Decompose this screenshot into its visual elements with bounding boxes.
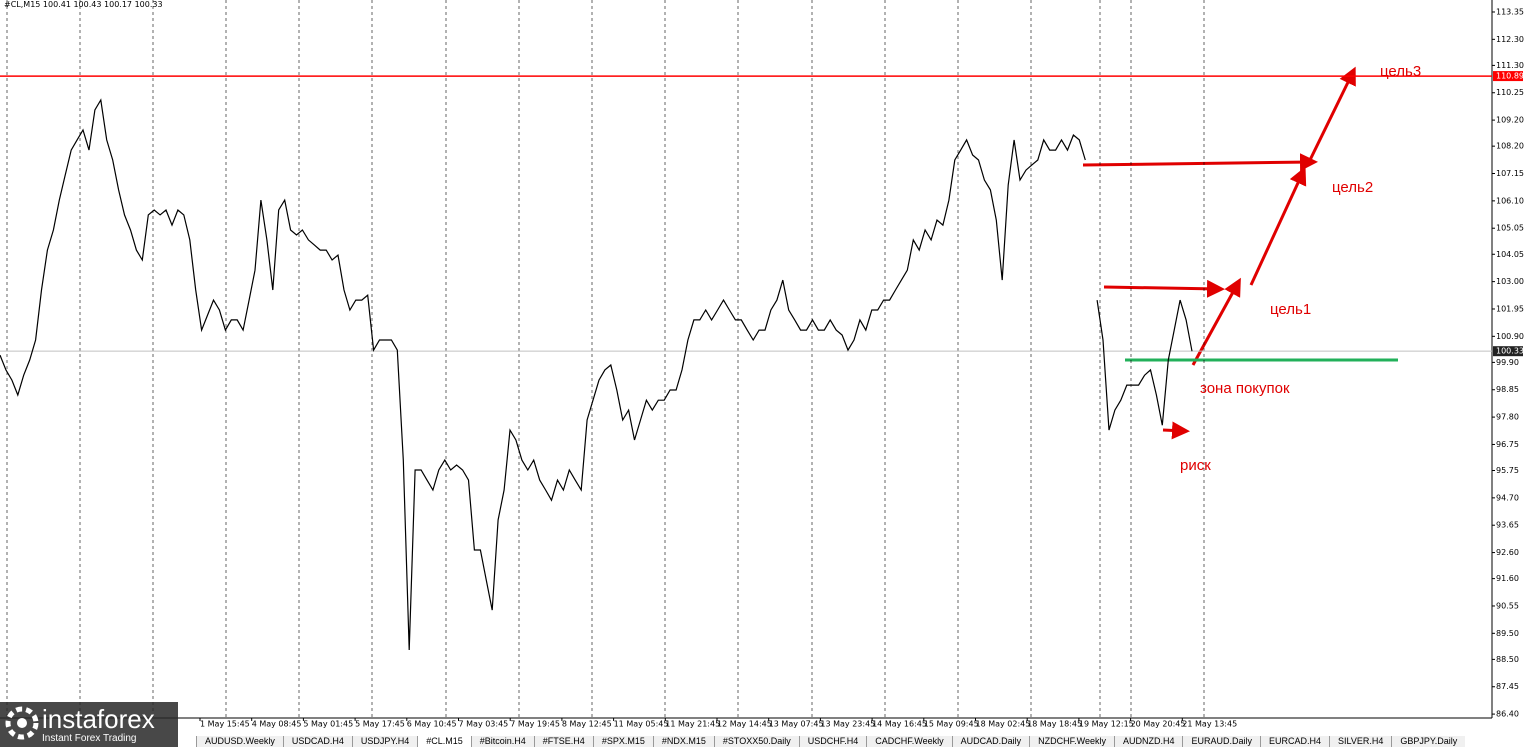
y-tick-label: 111.30 [1496,61,1524,70]
y-tick-label: 88.50 [1496,655,1519,664]
y-tick-label: 86.40 [1496,710,1519,719]
level-label: 100.33 [1496,347,1524,356]
tab[interactable]: SILVER.H4 [1329,736,1392,747]
tab[interactable]: USDCAD.H4 [282,736,352,747]
y-tick-label: 113.35 [1496,7,1524,16]
tab[interactable]: EURAUD.Daily [1182,736,1260,747]
y-tick-label: 105.05 [1496,224,1524,233]
y-tick-label: 91.60 [1496,574,1519,583]
arrow [1249,166,1307,286]
tab[interactable]: AUDNZD.H4 [1113,736,1183,747]
x-tick-label: 20 May 20:45 [1131,720,1186,729]
annotations [1082,66,1398,440]
y-tick-label: 87.45 [1496,682,1519,691]
y-tick-label: 100.90 [1496,332,1524,341]
tab[interactable]: GBPJPY.Daily [1391,736,1466,747]
y-tick-label: 96.75 [1496,440,1519,449]
annotation: цель3 [1380,63,1421,80]
x-tick-label: 4 May 08:45 [252,720,302,729]
high: 100.43 [73,0,101,9]
arrow [1082,153,1318,172]
y-tick-label: 90.55 [1496,601,1519,610]
logo-tagline: Instant Forex Trading [42,733,137,744]
tab[interactable]: USDCHF.H4 [798,736,867,747]
logo-name: instaforex [42,704,155,734]
level-box [1493,346,1523,357]
tab[interactable]: NZDCHF.Weekly [1029,736,1114,747]
y-tick-label: 94.70 [1496,493,1519,502]
y-tick-label: 106.10 [1496,196,1524,205]
x-tick-label: 18 May 18:45 [1027,720,1082,729]
logo-icon [5,706,39,740]
x-tick-label: 13 May 07:45 [769,720,824,729]
tab-bar: AUDUSD.Weekly USDCAD.H4 USDJPY.H4 #CL.M15 #B… [196,736,1466,747]
logo: instaforex Instant Forex Trading [0,702,178,747]
tab[interactable]: #NDX.M15 [652,736,714,747]
tab[interactable]: AUDUSD.Weekly [196,736,283,747]
annotation: зона покупок [1200,380,1290,397]
y-tick-label: 98.85 [1496,385,1519,394]
y-tick-label: 93.65 [1496,521,1519,530]
x-tick-label: 18 May 02:45 [976,720,1031,729]
tab[interactable]: #CL.M15 [417,736,471,747]
x-tick-label: 5 May 17:45 [355,720,405,729]
x-tick-label: 15 May 09:45 [924,720,979,729]
annotation: риск [1180,457,1211,474]
arrow [1191,277,1241,366]
price-line [0,98,1193,651]
y-tick-label: 99.90 [1496,358,1519,367]
arrow [1103,279,1225,298]
y-tick-label: 95.75 [1496,466,1519,475]
y-tick-label: 108.20 [1496,142,1524,151]
x-tick-label: 11 May 05:45 [614,720,669,729]
y-tick-label: 97.80 [1496,413,1519,422]
y-tick-label: 103.00 [1496,277,1524,286]
tab[interactable]: AUDCAD.Daily [951,736,1030,747]
low: 100.17 [104,0,132,9]
tab[interactable]: #FTSE.H4 [533,736,593,747]
tab[interactable]: #SPX.M15 [592,736,653,747]
y-tick-label: 89.50 [1496,629,1519,638]
y-tick-label: 92.60 [1496,548,1519,557]
open: 100.41 [43,0,71,9]
x-tick-label: 11 May 21:45 [665,720,720,729]
x-tick-label: 7 May 03:45 [459,720,509,729]
tab[interactable]: CADCHF.Weekly [866,736,952,747]
y-tick-label: 110.25 [1496,88,1524,97]
x-tick-label: 21 May 13:45 [1182,720,1237,729]
x-tick-label: 7 May 19:45 [510,720,560,729]
level-box [1493,71,1523,82]
level-label: 110.89 [1496,72,1524,81]
x-tick-label: 8 May 12:45 [562,720,612,729]
y-tick-label: 107.15 [1496,169,1524,178]
tab[interactable]: USDJPY.H4 [351,736,418,747]
close: 100.33 [135,0,163,9]
y-tick-label: 104.05 [1496,250,1524,259]
annotation: цель1 [1270,301,1311,318]
x-tick-label: 14 May 16:45 [872,720,927,729]
annotation: цель2 [1332,179,1373,196]
tab[interactable]: #Bitcoin.H4 [470,736,534,747]
x-tick-label: 12 May 14:45 [717,720,772,729]
x-tick-label: 19 May 12:15 [1079,720,1134,729]
x-tick-label: 1 May 15:45 [200,720,250,729]
symbol: #CL,M15 [4,0,40,9]
tab[interactable]: EURCAD.H4 [1259,736,1329,747]
x-tick-label: 6 May 10:45 [407,720,457,729]
header: #CL,M15 100.41 100.43 100.17 100.33 [4,0,163,9]
y-tick-label: 112.30 [1496,35,1524,44]
x-tick-label: 13 May 23:45 [820,720,875,729]
arrow [1308,66,1356,161]
y-tick-label: 109.20 [1496,116,1524,125]
arrow [1162,421,1190,440]
y-tick-label: 101.95 [1496,304,1524,313]
x-tick-label: 5 May 01:45 [303,720,353,729]
tab[interactable]: #STOXX50.Daily [713,736,799,747]
